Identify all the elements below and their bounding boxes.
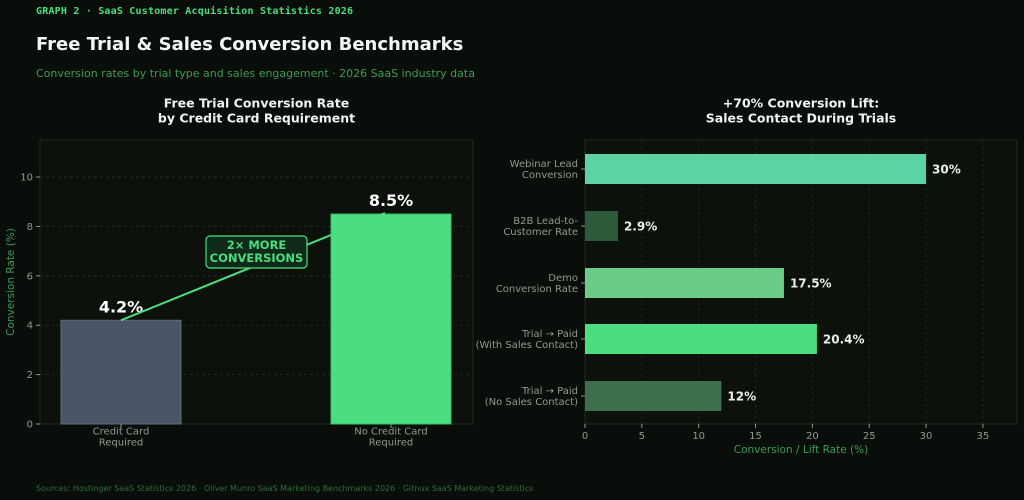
chart1-ytick-label: 4 <box>27 321 33 332</box>
chart2-category-label-line: Customer Rate <box>503 227 578 238</box>
chart1-y-axis-label: Conversion Rate (%) <box>5 228 17 336</box>
chart2-category-label-line: Conversion <box>522 170 578 181</box>
chart2-category-label-line: Webinar Lead <box>510 159 578 170</box>
chart2-value-label: 20.4% <box>823 333 865 347</box>
chart2-title-line: Sales Contact During Trials <box>706 111 897 126</box>
chart1-annotation <box>205 235 308 269</box>
chart2-category-label-line: Demo <box>548 273 578 284</box>
chart1-ytick-label: 2 <box>27 370 33 381</box>
chart1-ytick-label: 6 <box>27 271 33 282</box>
chart2-title: +70% Conversion Lift:Sales Contact Durin… <box>706 96 897 126</box>
sources-footer: Sources: Hostinger SaaS Statistics 2026 … <box>36 484 534 493</box>
chart2-xtick-label: 15 <box>749 431 762 442</box>
chart1-bar <box>330 213 452 425</box>
page-subtitle: Conversion rates by trial type and sales… <box>36 67 475 80</box>
chart2-xtick-label: 20 <box>806 431 819 442</box>
chart2-xtick-label: 5 <box>639 431 645 442</box>
chart1-annotation-text-line: 2× MORE <box>227 238 287 252</box>
chart2-category-label: Trial → Paid(No Sales Contact) <box>485 386 578 408</box>
chart2-category-label-line: (No Sales Contact) <box>485 397 578 408</box>
chart1-annotation-box <box>205 235 308 269</box>
chart2-title-line: +70% Conversion Lift: <box>723 96 879 111</box>
chart1-title-line: Free Trial Conversion Rate <box>164 96 349 111</box>
chart1-category-label-line: No Credit Card <box>354 427 427 438</box>
chart1-annotation-text-line: CONVERSIONS <box>210 251 304 265</box>
chart1-category-label-line: Credit Card <box>93 427 150 438</box>
chart2-value-label: 17.5% <box>790 277 832 291</box>
chart2-value-label: 30% <box>932 163 961 177</box>
chart1-value-label: 8.5% <box>369 191 413 210</box>
graph-eyebrow: GRAPH 2 · SaaS Customer Acquisition Stat… <box>36 6 354 17</box>
chart2-bar <box>585 211 618 241</box>
chart1-ytick-label: 0 <box>27 420 33 431</box>
chart1-ytick-label: 10 <box>20 173 33 184</box>
chart2-category-label-line: (With Sales Contact) <box>476 340 578 351</box>
chart1-ytick-label: 8 <box>27 222 33 233</box>
chart2-bar <box>585 154 927 184</box>
chart2-bar <box>585 381 722 411</box>
chart1-category-label-line: Required <box>369 438 414 449</box>
chart2-value-label: 2.9% <box>624 220 657 234</box>
chart2-category-label-line: B2B Lead-to- <box>513 216 578 227</box>
chart2-value-label: 12% <box>727 390 756 404</box>
chart1-bar <box>60 319 182 425</box>
chart2-category-label: B2B Lead-to-Customer Rate <box>503 216 578 238</box>
chart2-xtick-label: 30 <box>920 431 933 442</box>
chart2-xtick-label: 25 <box>863 431 876 442</box>
chart2-bar <box>585 268 784 298</box>
chart2-category-label-line: Conversion Rate <box>496 284 578 295</box>
chart2-xtick-label: 0 <box>582 431 588 442</box>
page-title: Free Trial & Sales Conversion Benchmarks <box>36 34 464 55</box>
chart1-title-line: by Credit Card Requirement <box>158 111 355 126</box>
chart2-category-label-line: Trial → Paid <box>521 329 578 340</box>
chart2-category-label-line: Trial → Paid <box>521 386 578 397</box>
chart2-xtick-label: 10 <box>692 431 705 442</box>
chart2-x-axis-label: Conversion / Lift Rate (%) <box>734 444 868 456</box>
chart2-category-label: Trial → Paid(With Sales Contact) <box>476 329 578 351</box>
chart1-value-label: 4.2% <box>99 297 143 316</box>
chart2-bar <box>585 324 817 354</box>
chart1-category-label-line: Required <box>99 438 144 449</box>
chart2-xtick-label: 35 <box>977 431 990 442</box>
